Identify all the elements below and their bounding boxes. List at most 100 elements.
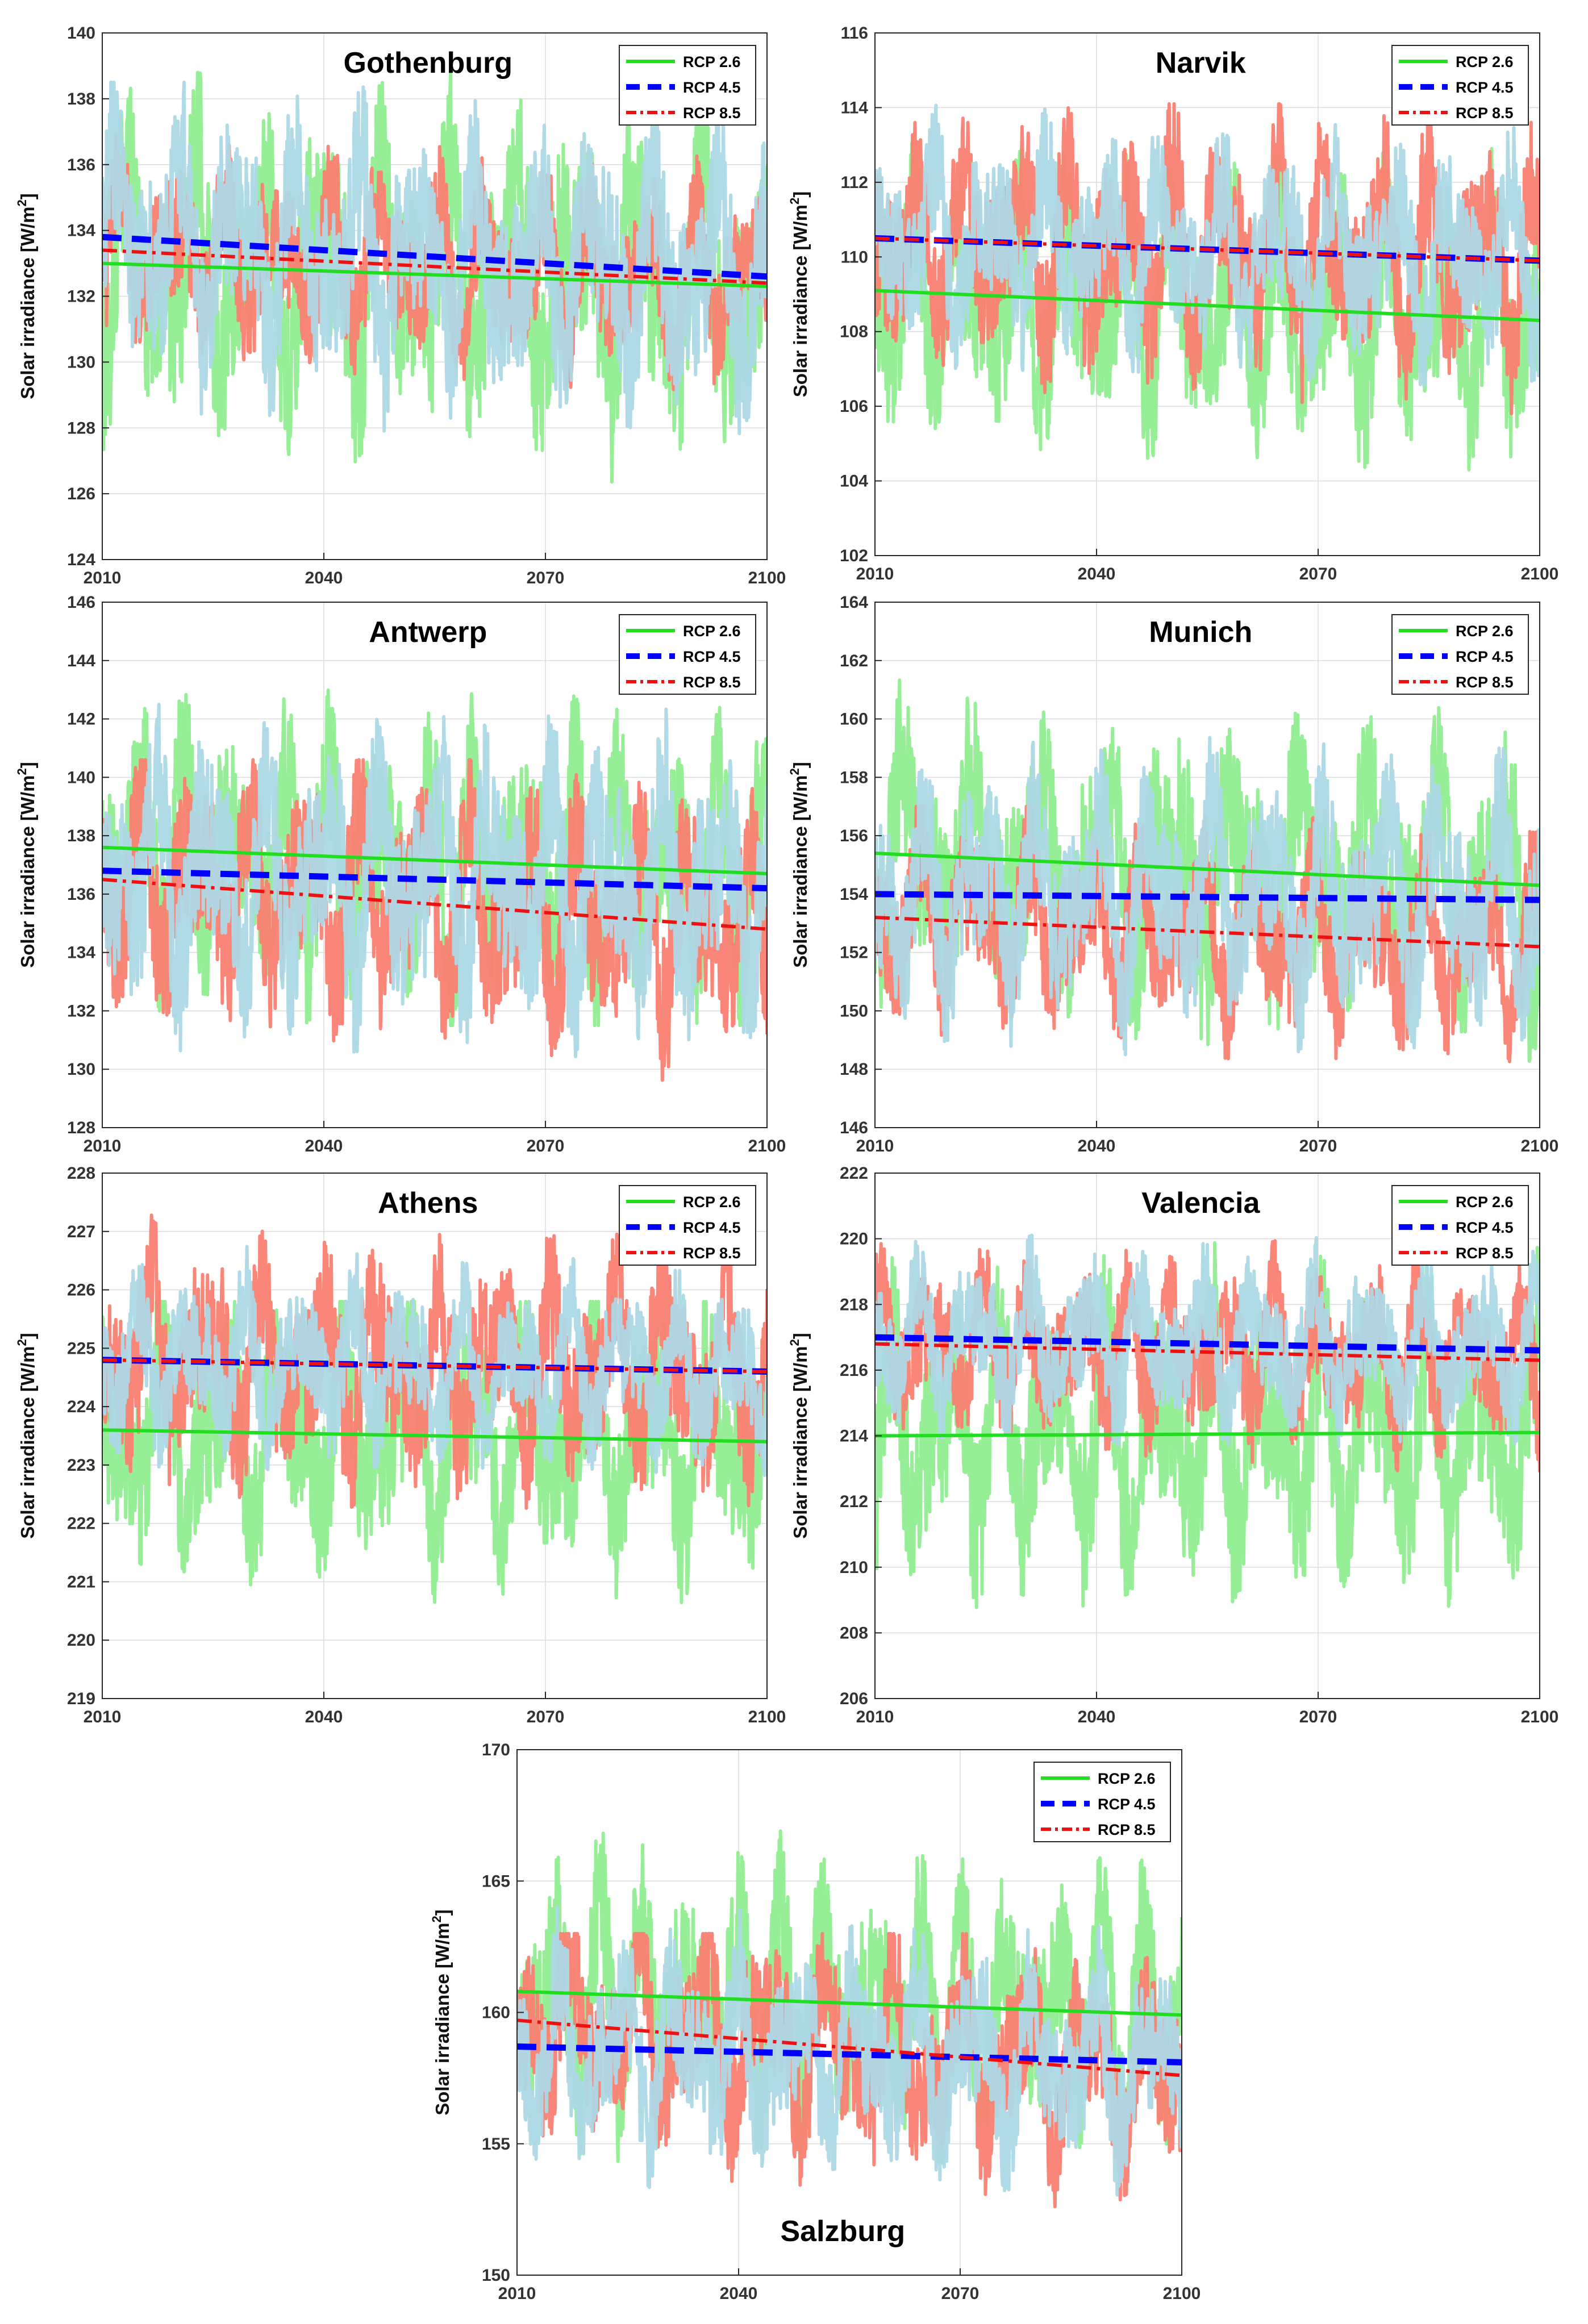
y-tick-label: 222	[67, 1514, 95, 1533]
y-tick-label: 136	[67, 156, 95, 174]
series-group	[102, 688, 767, 1082]
legend-label: RCP 8.5	[683, 674, 741, 691]
trend-line-rcp85	[875, 1342, 1540, 1362]
legend-label: RCP 4.5	[1098, 1796, 1156, 1813]
legend: RCP 2.6 RCP 4.5 RCP 8.5	[1391, 1185, 1529, 1266]
y-tick-label: 128	[67, 1119, 95, 1137]
axes-frame	[874, 602, 1540, 1128]
chart-title: Salzburg	[781, 2215, 906, 2248]
y-axis-label: Solar irradiance [W/m2]	[787, 1333, 811, 1539]
y-tick-label: 140	[67, 24, 95, 43]
panel-valencia: 206 208 210 212 214 216 218 220 222 2010 2040 2070 2…	[787, 1164, 1558, 1726]
trend-line-rcp26	[875, 851, 1540, 887]
series-group	[102, 1213, 767, 1604]
x-tick-label: 2100	[748, 1708, 786, 1726]
y-tick-label: 126	[67, 485, 95, 503]
legend: RCP 2.6 RCP 4.5 RCP 8.5	[1033, 1762, 1171, 1842]
legend: RCP 2.6 RCP 4.5 RCP 8.5	[619, 45, 756, 126]
x-tick-label: 2070	[1299, 565, 1337, 583]
trend-line-rcp45	[102, 233, 767, 280]
chart-title: Antwerp	[369, 616, 487, 649]
y-tick-label: 146	[67, 593, 95, 612]
y-tick-label: 160	[482, 2004, 510, 2022]
axes-frame	[102, 602, 768, 1128]
y-axis-label: Solar irradiance [W/m2]	[430, 1909, 453, 2116]
y-tick-label: 156	[840, 827, 868, 845]
series-noise-rcp45	[875, 1233, 1540, 1449]
x-tick-label: 2040	[1078, 565, 1116, 583]
legend-label: RCP 2.6	[1456, 53, 1514, 70]
legend-label: RCP 8.5	[1456, 1245, 1514, 1262]
legend: RCP 2.6 RCP 4.5 RCP 8.5	[1391, 45, 1529, 126]
x-tick-label: 2070	[1299, 1708, 1337, 1726]
trend-line-rcp85	[875, 916, 1540, 949]
panel-gothenburg: 124 126 128 130 132 134 136 138 140 2010 2040 2070 2…	[15, 24, 786, 587]
legend-label: RCP 2.6	[1098, 1770, 1156, 1787]
y-axis-label: Solar irradiance [W/m2]	[15, 762, 38, 968]
legend-label: RCP 8.5	[1456, 105, 1514, 122]
legend-label: RCP 4.5	[683, 1219, 741, 1236]
trend-line-rcp85	[517, 2018, 1182, 2077]
legend-label: RCP 2.6	[1456, 1194, 1514, 1211]
legend-label: RCP 4.5	[683, 79, 741, 96]
series-noise-rcp45	[102, 80, 767, 436]
y-tick-label: 114	[841, 98, 869, 117]
x-tick-label: 2010	[84, 569, 122, 587]
x-tick-label: 2100	[748, 569, 786, 587]
trend-line-rcp45	[875, 891, 1540, 903]
y-tick-label: 134	[67, 944, 95, 962]
trend-line-rcp26	[102, 1428, 767, 1443]
y-tick-label: 170	[482, 1741, 510, 1759]
legend-label: RCP 4.5	[1456, 1219, 1514, 1236]
trend-line-rcp26	[517, 1989, 1182, 2017]
trend-line-rcp45	[875, 1334, 1540, 1354]
y-tick-label: 162	[840, 652, 868, 670]
x-tick-label: 2070	[527, 1137, 565, 1155]
y-axis-label: Solar irradiance [W/m2]	[787, 191, 811, 398]
x-tick-label: 2100	[1521, 565, 1559, 583]
legend: RCP 2.6 RCP 4.5 RCP 8.5	[619, 614, 756, 695]
y-tick-label: 220	[67, 1631, 95, 1650]
series-noise-rcp45	[517, 1905, 1182, 2197]
y-tick-label: 108	[840, 323, 868, 341]
y-tick-label: 227	[67, 1223, 95, 1241]
y-tick-label: 228	[67, 1164, 95, 1183]
y-tick-label: 208	[840, 1624, 868, 1642]
x-tick-label: 2070	[527, 1708, 565, 1726]
y-tick-label: 210	[840, 1558, 868, 1577]
y-tick-label: 150	[840, 1002, 868, 1020]
y-tick-label: 134	[67, 222, 95, 240]
chart-title: Gothenburg	[344, 47, 513, 80]
panel-munich: 146 148 150 152 154 156 158 160 162 164 2010 2040 20…	[787, 593, 1558, 1155]
series-group	[517, 1829, 1182, 2209]
x-tick-label: 2070	[941, 2284, 980, 2303]
x-tick-label: 2010	[84, 1137, 122, 1155]
y-tick-label: 221	[67, 1572, 95, 1591]
axes-frame	[102, 1173, 768, 1699]
x-tick-label: 2040	[305, 1137, 343, 1155]
trend-line-rcp85	[102, 248, 767, 285]
x-tick-label: 2100	[1521, 1708, 1559, 1726]
trend-line-rcp85	[102, 878, 767, 931]
y-tick-label: 144	[67, 652, 95, 670]
trend-line-rcp26	[102, 845, 767, 875]
x-tick-label: 2100	[748, 1137, 786, 1155]
x-tick-label: 2070	[1299, 1137, 1337, 1155]
x-tick-label: 2040	[305, 1708, 343, 1726]
legend-label: RCP 4.5	[683, 648, 741, 665]
legend: RCP 2.6 RCP 4.5 RCP 8.5	[619, 1185, 756, 1266]
chart-title: Munich	[1149, 616, 1252, 649]
legend-label: RCP 8.5	[683, 105, 741, 122]
series-noise-rcp45	[102, 703, 767, 1058]
chart-title: Athens	[378, 1187, 478, 1220]
y-tick-label: 124	[67, 550, 95, 569]
y-tick-label: 132	[67, 287, 95, 306]
series-group	[875, 102, 1540, 472]
series-noise-rcp45	[102, 1245, 767, 1478]
y-tick-label: 218	[840, 1295, 868, 1314]
x-tick-label: 2010	[856, 1137, 894, 1155]
y-tick-label: 106	[840, 397, 868, 416]
legend-label: RCP 2.6	[683, 53, 741, 70]
panel-narvik: 102 104 106 108 110 112 114 116 2010 2040 2070 2100…	[787, 24, 1558, 583]
